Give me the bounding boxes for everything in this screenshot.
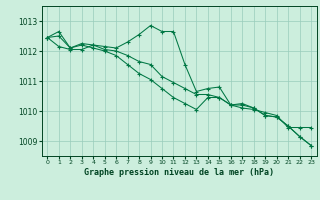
X-axis label: Graphe pression niveau de la mer (hPa): Graphe pression niveau de la mer (hPa)	[84, 168, 274, 177]
